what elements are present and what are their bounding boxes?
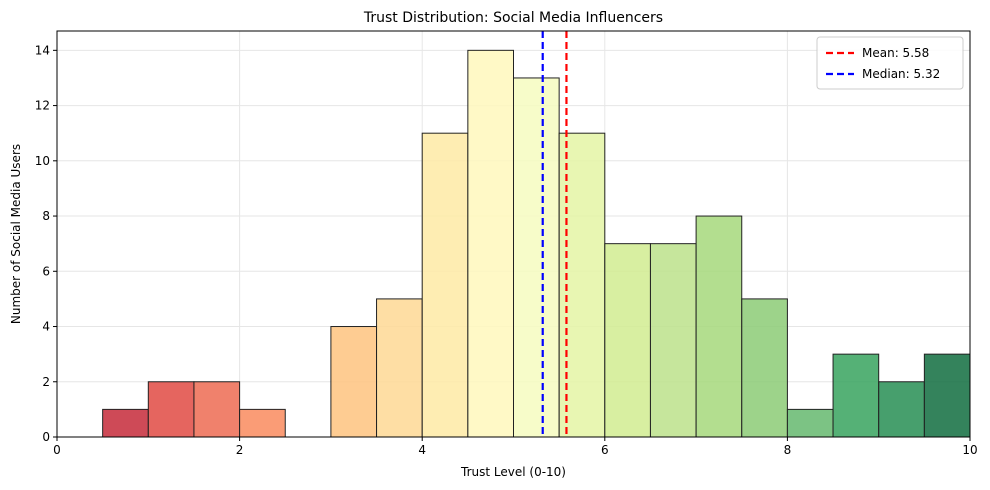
- histogram-bar: [786, 408, 834, 438]
- y-tick-label: 0: [42, 430, 50, 444]
- histogram-bars: [102, 49, 971, 438]
- histogram-bar: [832, 353, 880, 438]
- histogram-bar: [239, 408, 286, 438]
- histogram-bar: [741, 298, 788, 438]
- histogram-bar: [604, 243, 651, 438]
- histogram-bar: [376, 298, 423, 438]
- histogram-bar: [102, 408, 149, 438]
- histogram-bar: [421, 132, 469, 438]
- legend-box: [816, 36, 964, 90]
- y-tick-label: 4: [42, 320, 50, 334]
- chart-title: Trust Distribution: Social Media Influen…: [363, 10, 663, 26]
- histogram-bar: [649, 243, 697, 438]
- reference-lines: [541, 31, 568, 437]
- x-tick-label: 4: [418, 443, 426, 457]
- histogram-bar: [193, 381, 241, 438]
- histogram-bar: [330, 326, 378, 438]
- histogram-bar: [878, 381, 925, 438]
- histogram-bar: [467, 49, 515, 438]
- legend-entry-mean: Mean: 5.58: [862, 46, 929, 60]
- legend-entry-median: Median: 5.32: [862, 67, 940, 81]
- y-axis-label: Number of Social Media Users: [9, 144, 23, 324]
- x-tick-label: 8: [784, 443, 792, 457]
- y-tick-label: 12: [35, 99, 50, 113]
- histogram-bar: [147, 381, 195, 438]
- histogram-bar: [695, 215, 743, 438]
- x-tick-label: 0: [53, 443, 61, 457]
- y-tick-label: 10: [35, 154, 50, 168]
- x-axis-label: Trust Level (0-10): [460, 465, 566, 479]
- y-tick-label: 2: [42, 375, 50, 389]
- y-tick-label: 6: [42, 264, 50, 278]
- x-tick-label: 10: [962, 443, 977, 457]
- legend: Mean: 5.58 Median: 5.32: [816, 36, 964, 90]
- x-tick-label: 2: [236, 443, 244, 457]
- x-tick-label: 6: [601, 443, 609, 457]
- y-tick-label: 8: [42, 209, 50, 223]
- histogram-bar: [923, 353, 971, 438]
- histogram-bar: [513, 77, 560, 438]
- y-tick-label: 14: [35, 43, 50, 57]
- plot-frame: [56, 30, 971, 438]
- axis-ticks: 0 2 4 6 8 10 0 2 4 6 8 10 12 14: [35, 43, 978, 457]
